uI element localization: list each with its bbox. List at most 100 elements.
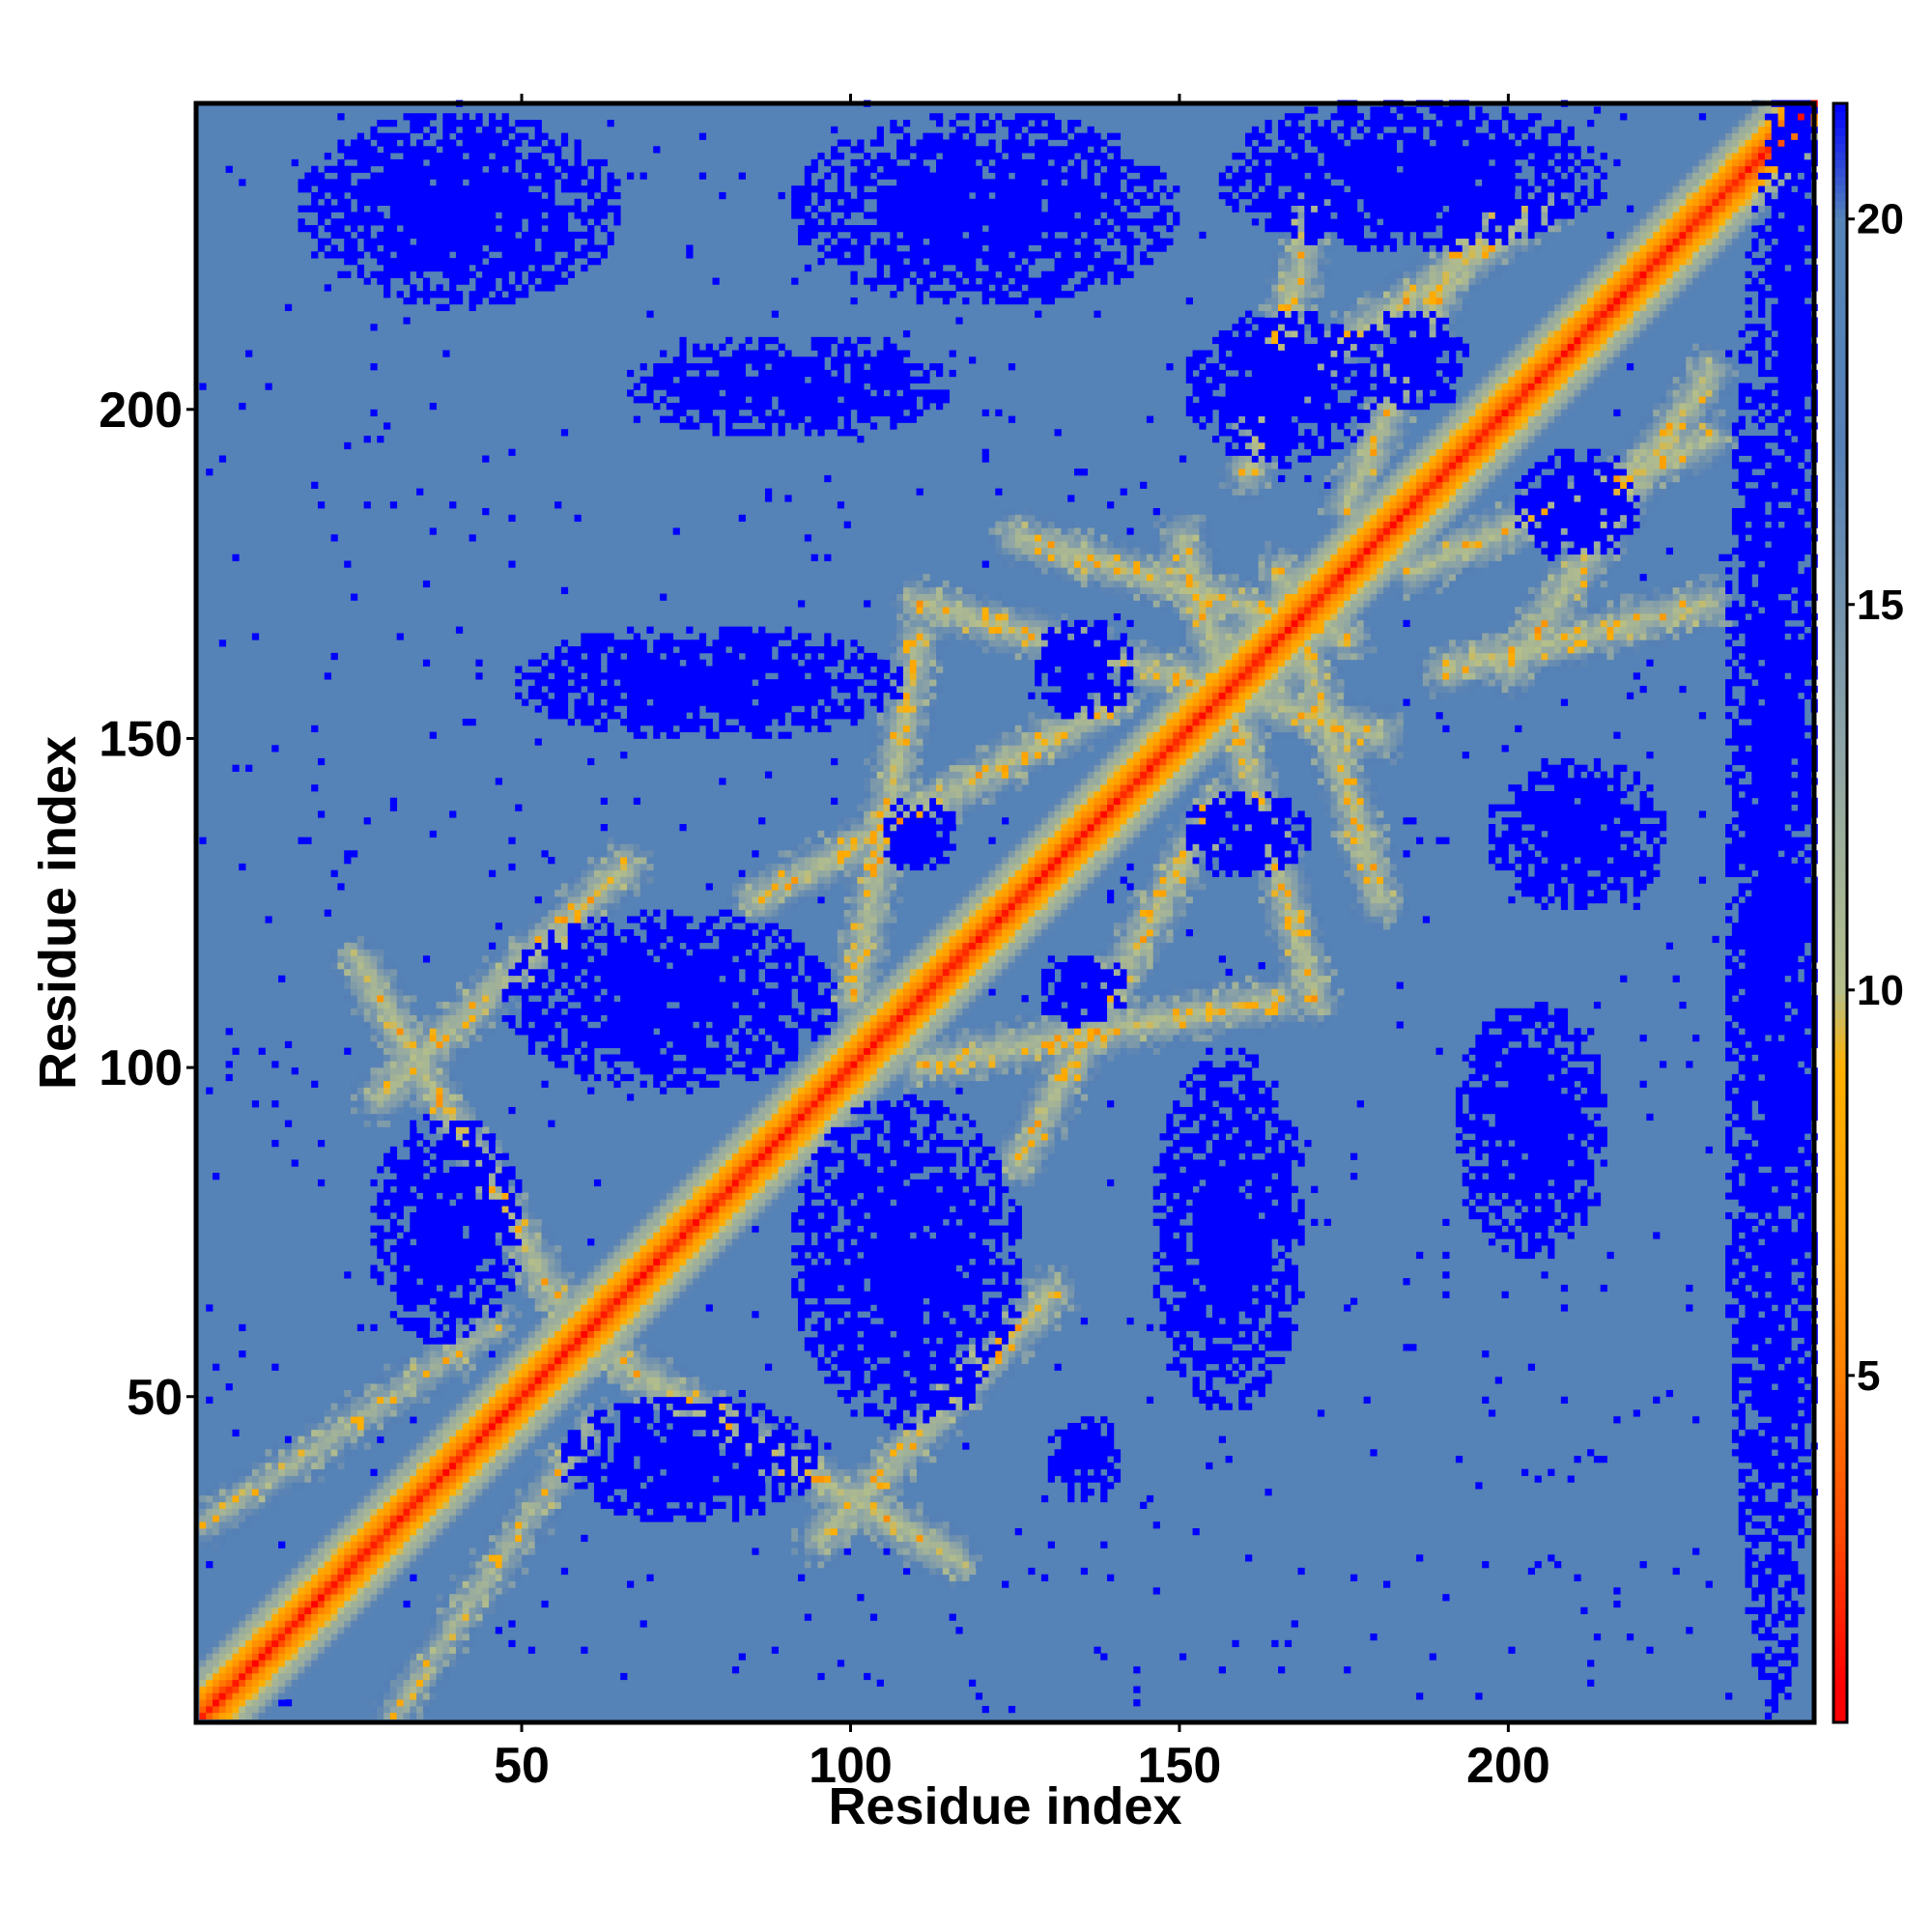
heatmap-cell xyxy=(515,1456,523,1463)
heatmap-cell xyxy=(560,1297,569,1305)
heatmap-cell xyxy=(620,1383,628,1391)
heatmap-cell xyxy=(817,1521,825,1529)
heatmap-cell xyxy=(560,1337,569,1345)
heatmap-cell xyxy=(1021,1140,1029,1148)
heatmap-cell xyxy=(403,1489,411,1496)
heatmap-cell xyxy=(942,1073,951,1082)
heatmap-cell xyxy=(541,1389,549,1398)
heatmap-cell xyxy=(416,1521,424,1529)
heatmap-cell xyxy=(317,1475,326,1483)
heatmap-cell xyxy=(1166,1126,1180,1134)
heatmap-cell xyxy=(962,1218,989,1227)
heatmap-cell xyxy=(351,1423,358,1431)
heatmap-cell xyxy=(876,1087,884,1094)
heatmap-cell xyxy=(738,1199,746,1207)
heatmap-cell xyxy=(1152,1521,1160,1529)
heatmap-cell xyxy=(969,1567,977,1576)
heatmap-cell xyxy=(923,1561,930,1569)
heatmap-cell xyxy=(239,1620,246,1628)
heatmap-cell xyxy=(1738,1278,1792,1286)
heatmap-cell xyxy=(1047,1100,1055,1108)
heatmap-cell xyxy=(213,1666,220,1674)
heatmap-cell xyxy=(653,1297,661,1305)
heatmap-cell xyxy=(1035,1133,1042,1141)
heatmap-cell xyxy=(560,1363,569,1371)
heatmap-cell xyxy=(837,1554,845,1562)
heatmap-cell xyxy=(416,1489,424,1496)
heatmap-cell xyxy=(1008,1344,1016,1351)
heatmap-cell xyxy=(1021,1278,1029,1286)
heatmap-cell xyxy=(482,1574,490,1581)
heatmap-cell xyxy=(719,1251,726,1260)
heatmap-cell xyxy=(462,1403,469,1410)
heatmap-cell xyxy=(962,1396,977,1404)
heatmap-cell xyxy=(455,1323,464,1332)
heatmap-cell xyxy=(422,1278,469,1286)
heatmap-cell xyxy=(1100,1482,1115,1490)
heatmap-cell xyxy=(1501,1245,1509,1253)
heatmap-cell xyxy=(817,1073,825,1082)
heatmap-cell xyxy=(410,1639,417,1648)
heatmap-cell xyxy=(738,1389,746,1398)
heatmap-cell xyxy=(1245,1152,1253,1160)
heatmap-cell xyxy=(258,1705,266,1714)
heatmap-cell xyxy=(416,1639,424,1648)
heatmap-cell xyxy=(206,1508,213,1516)
heatmap-cell xyxy=(1211,1304,1265,1312)
heatmap-cell xyxy=(764,1416,779,1424)
heatmap-cell xyxy=(232,1528,240,1536)
heatmap-cell xyxy=(778,1120,785,1127)
heatmap-cell xyxy=(527,1482,536,1490)
heatmap-cell xyxy=(515,1561,523,1569)
heatmap-cell xyxy=(1488,1206,1502,1213)
heatmap-cell xyxy=(291,1574,298,1581)
heatmap-cell xyxy=(1061,1297,1068,1305)
heatmap-cell xyxy=(1653,1232,1661,1239)
heatmap-cell xyxy=(534,1383,542,1391)
heatmap-cell xyxy=(1094,1073,1101,1082)
heatmap-cell xyxy=(389,1705,398,1714)
heatmap-cell xyxy=(843,1094,851,1101)
heatmap-cell xyxy=(1002,1311,1009,1319)
heatmap-cell xyxy=(798,1140,806,1148)
heatmap-cell xyxy=(1008,1251,1016,1260)
heatmap-cell xyxy=(593,1489,614,1496)
heatmap-cell xyxy=(489,1449,497,1457)
heatmap-cell xyxy=(1515,1245,1522,1253)
heatmap-cell xyxy=(403,1389,411,1398)
heatmap-cell xyxy=(810,1159,818,1167)
heatmap-cell xyxy=(1166,1330,1174,1338)
heatmap-cell xyxy=(693,1206,700,1213)
heatmap-cell xyxy=(396,1100,404,1108)
heatmap-cell xyxy=(377,1429,391,1437)
heatmap-cell xyxy=(1166,1251,1272,1260)
heatmap-cell xyxy=(916,1534,923,1543)
heatmap-cell xyxy=(351,1600,358,1608)
heatmap-cell xyxy=(1080,1073,1089,1082)
heatmap-cell xyxy=(784,1185,792,1193)
heatmap-cell xyxy=(436,1475,443,1483)
heatmap-cell xyxy=(475,1377,483,1384)
heatmap-cell xyxy=(377,1087,384,1094)
heatmap-cell xyxy=(916,1442,923,1450)
heatmap-cell xyxy=(548,1297,555,1305)
heatmap-cell xyxy=(377,1548,384,1555)
heatmap-cell xyxy=(1014,1120,1022,1127)
heatmap-cell xyxy=(1035,1173,1042,1180)
heatmap-cell xyxy=(449,1403,457,1410)
heatmap-cell xyxy=(1462,1199,1469,1207)
heatmap-cell xyxy=(482,1304,490,1312)
heatmap-cell xyxy=(824,1106,832,1115)
heatmap-cell xyxy=(607,1416,614,1424)
heatmap-cell xyxy=(864,1251,996,1260)
heatmap-cell xyxy=(508,1211,516,1220)
heatmap-cell xyxy=(771,1126,779,1134)
heatmap-cell xyxy=(574,1330,582,1338)
heatmap-cell xyxy=(278,1672,286,1681)
heatmap-cell xyxy=(469,1396,476,1404)
heatmap-cell xyxy=(541,1370,549,1378)
heatmap-cell xyxy=(1199,1126,1233,1134)
heatmap-cell xyxy=(1211,1146,1265,1154)
heatmap-cell xyxy=(679,1218,687,1227)
heatmap-cell xyxy=(574,1416,582,1424)
